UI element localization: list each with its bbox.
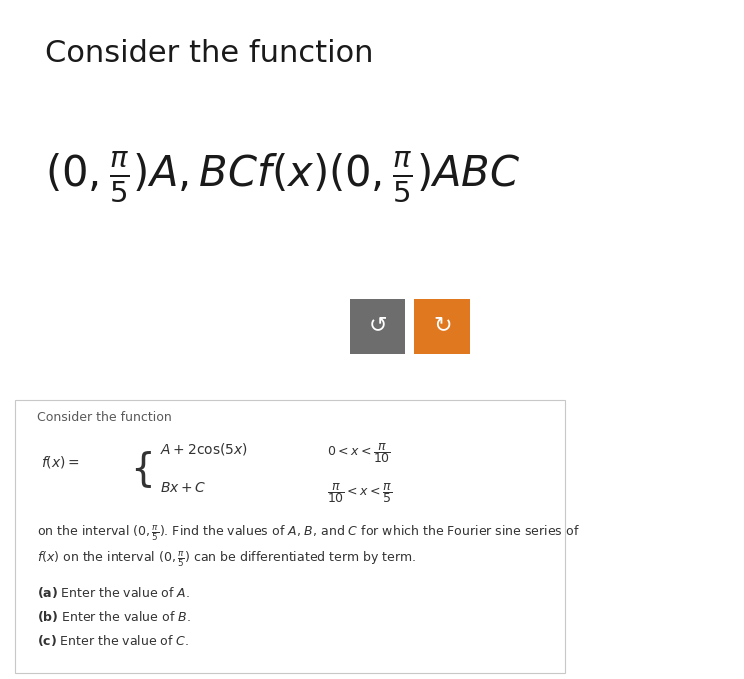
Text: $f(x)$ on the interval $(0, \frac{\pi}{5})$ can be differentiated term by term.: $f(x)$ on the interval $(0, \frac{\pi}{5… xyxy=(37,549,417,568)
Text: $(0, \frac{\pi}{5})A, BCf(x)(0, \frac{\pi}{5})ABC$: $(0, \frac{\pi}{5})A, BCf(x)(0, \frac{\p… xyxy=(45,149,520,204)
Text: $\bf{(b)}$ Enter the value of $B$.: $\bf{(b)}$ Enter the value of $B$. xyxy=(37,609,191,624)
Text: Consider the function: Consider the function xyxy=(37,411,172,424)
Text: $\dfrac{\pi}{10} < x < \dfrac{\pi}{5}$: $\dfrac{\pi}{10} < x < \dfrac{\pi}{5}$ xyxy=(327,481,393,504)
Text: $\left\{ \right.$: $\left\{ \right.$ xyxy=(130,449,152,490)
Text: $Bx + C$: $Bx + C$ xyxy=(160,481,206,495)
FancyBboxPatch shape xyxy=(350,299,405,354)
Text: $\bf{(c)}$ Enter the value of $C$.: $\bf{(c)}$ Enter the value of $C$. xyxy=(37,634,190,648)
Text: Consider the function: Consider the function xyxy=(45,39,373,69)
Text: on the interval $(0, \frac{\pi}{5})$. Find the values of $A$, $B$, and $C$ for w: on the interval $(0, \frac{\pi}{5})$. Fi… xyxy=(37,524,580,543)
Text: ↻: ↻ xyxy=(433,315,452,335)
Text: $\bf{(a)}$ Enter the value of $A$.: $\bf{(a)}$ Enter the value of $A$. xyxy=(37,585,190,600)
Text: ↺: ↺ xyxy=(368,315,388,335)
FancyBboxPatch shape xyxy=(414,299,470,354)
FancyBboxPatch shape xyxy=(15,399,565,674)
Text: $f(x) =$: $f(x) =$ xyxy=(41,454,80,470)
Text: $0 < x < \dfrac{\pi}{10}$: $0 < x < \dfrac{\pi}{10}$ xyxy=(327,441,391,465)
Text: $A + 2\cos(5x)$: $A + 2\cos(5x)$ xyxy=(160,441,248,457)
